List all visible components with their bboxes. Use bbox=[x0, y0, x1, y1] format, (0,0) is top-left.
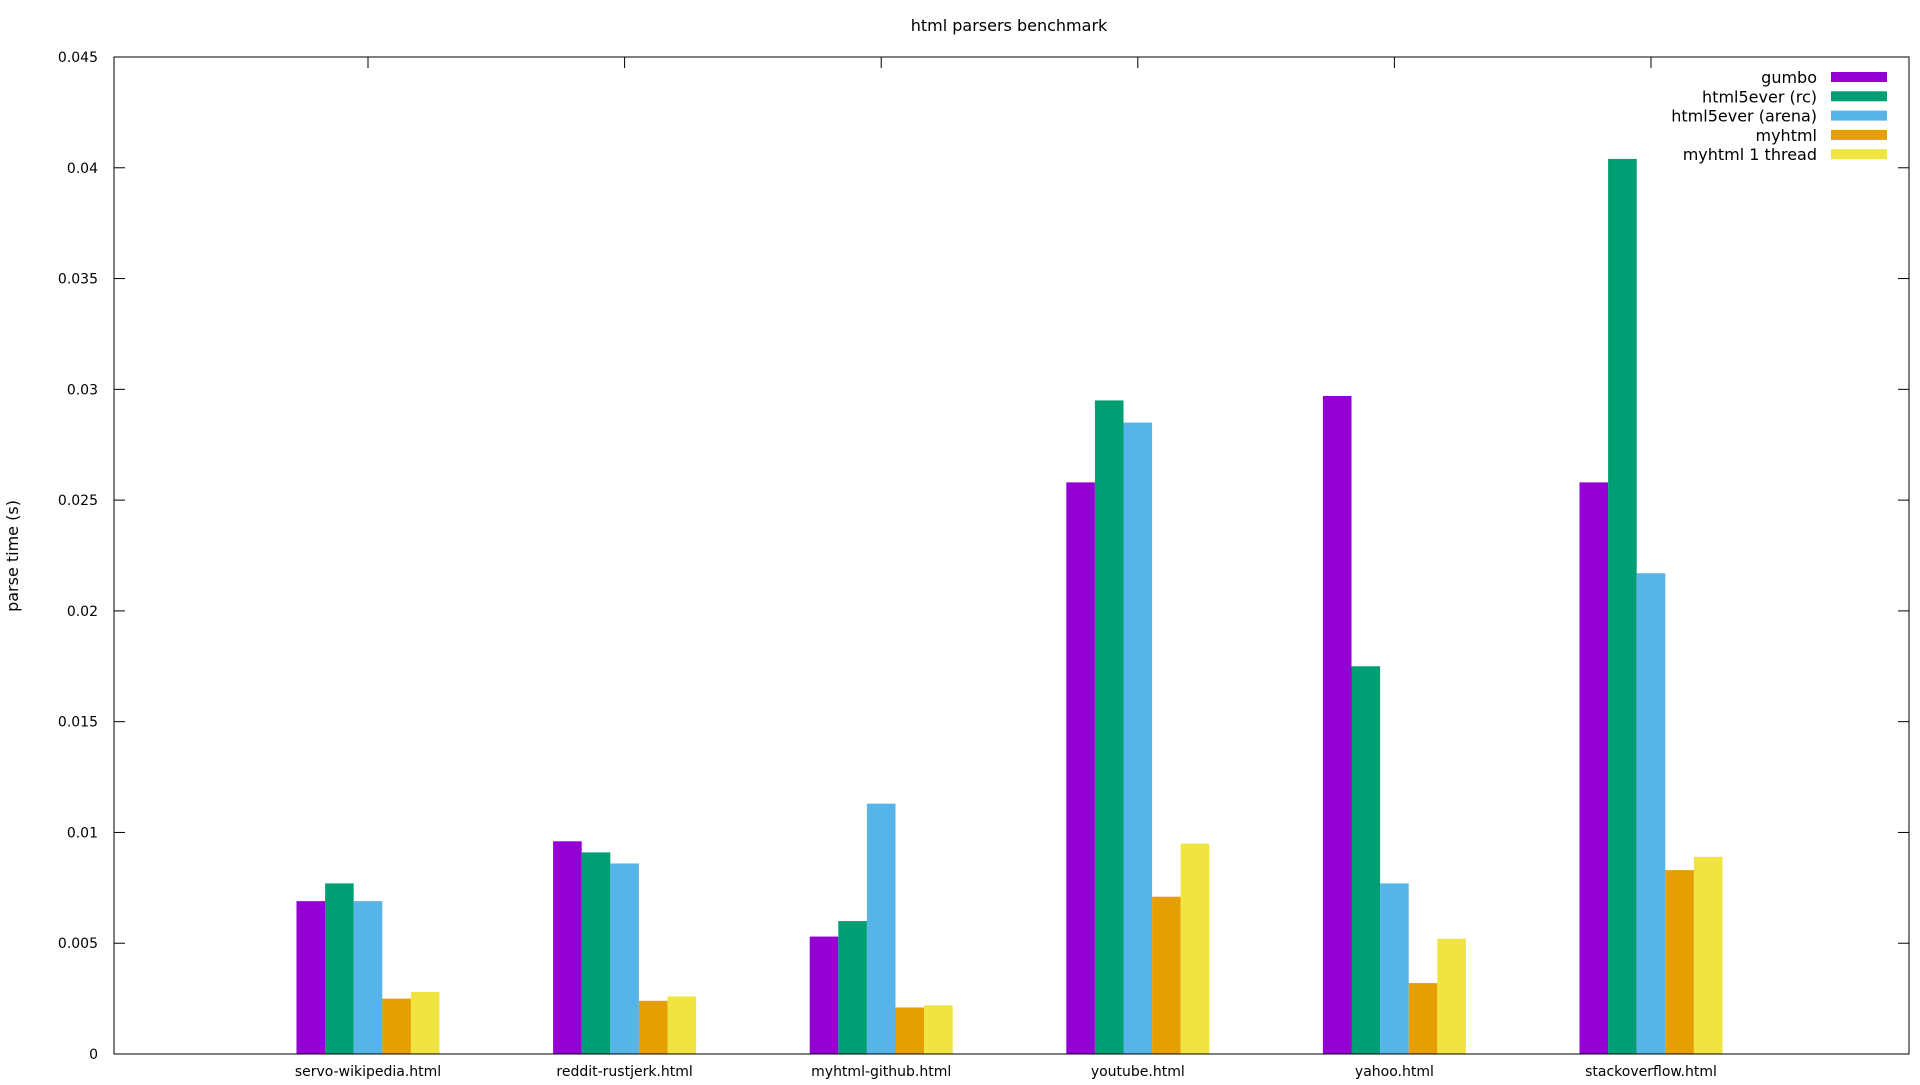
bar-html5ever-arena--4 bbox=[1380, 883, 1409, 1054]
bar-html5ever-rc--1 bbox=[581, 852, 611, 1054]
x-tick-label: yahoo.html bbox=[1355, 1064, 1434, 1080]
legend-label: gumbo bbox=[1761, 68, 1817, 87]
legend-label: html5ever (rc) bbox=[1702, 87, 1817, 106]
legend-label: myhtml bbox=[1756, 126, 1818, 145]
bar-gumbo-0 bbox=[296, 901, 326, 1054]
bar-myhtml-1-thread-1 bbox=[667, 996, 697, 1054]
y-tick-label: 0.03 bbox=[67, 382, 98, 398]
bar-html5ever-rc--2 bbox=[838, 921, 867, 1054]
y-tick-label: 0.02 bbox=[67, 604, 98, 620]
bar-html5ever-rc--4 bbox=[1351, 666, 1381, 1054]
y-tick-label: 0.04 bbox=[67, 161, 98, 177]
y-tick-label: 0.005 bbox=[58, 936, 98, 952]
bar-myhtml-3 bbox=[1152, 896, 1181, 1054]
bar-myhtml-1-thread-3 bbox=[1180, 843, 1210, 1054]
bar-html5ever-rc--0 bbox=[325, 883, 354, 1054]
bar-html5ever-rc--5 bbox=[1608, 158, 1637, 1055]
bar-myhtml-1 bbox=[638, 1000, 668, 1054]
chart-title: html parsers benchmark bbox=[911, 16, 1108, 35]
bar-html5ever-arena--1 bbox=[610, 863, 639, 1054]
x-tick-label: stackoverflow.html bbox=[1585, 1064, 1717, 1080]
bar-myhtml-1-thread-4 bbox=[1437, 938, 1466, 1054]
y-axis-label: parse time (s) bbox=[3, 500, 22, 612]
bar-myhtml-4 bbox=[1408, 983, 1438, 1054]
bar-gumbo-3 bbox=[1066, 482, 1095, 1054]
bar-myhtml-5 bbox=[1665, 870, 1694, 1054]
y-tick-label: 0 bbox=[89, 1047, 98, 1063]
y-tick-label: 0.035 bbox=[58, 272, 98, 288]
legend-swatch bbox=[1831, 72, 1887, 82]
legend-swatch bbox=[1831, 110, 1887, 121]
bar-myhtml-1-thread-0 bbox=[410, 991, 440, 1054]
bar-html5ever-rc--3 bbox=[1094, 400, 1124, 1054]
legend-swatch bbox=[1831, 149, 1887, 160]
x-tick-label: myhtml-github.html bbox=[811, 1064, 951, 1080]
y-tick-label: 0.045 bbox=[58, 50, 98, 66]
bar-myhtml-1-thread-5 bbox=[1693, 856, 1723, 1054]
legend-label: html5ever (arena) bbox=[1671, 107, 1817, 126]
bar-myhtml-2 bbox=[895, 1007, 925, 1054]
y-tick-label: 0.025 bbox=[58, 493, 98, 509]
y-tick-label: 0.01 bbox=[67, 825, 98, 841]
bar-myhtml-0 bbox=[382, 998, 411, 1054]
x-tick-label: servo-wikipedia.html bbox=[295, 1064, 441, 1080]
x-tick-label: youtube.html bbox=[1091, 1064, 1185, 1080]
legend-swatch bbox=[1831, 129, 1887, 140]
bar-html5ever-arena--0 bbox=[353, 901, 383, 1054]
bar-html5ever-arena--5 bbox=[1636, 573, 1666, 1054]
bar-gumbo-1 bbox=[553, 841, 582, 1054]
bar-gumbo-4 bbox=[1322, 395, 1352, 1055]
x-tick-label: reddit-rustjerk.html bbox=[556, 1064, 692, 1080]
plot-frame bbox=[113, 56, 1910, 1055]
y-tick-label: 0.015 bbox=[58, 715, 98, 731]
bar-myhtml-1-thread-2 bbox=[924, 1005, 953, 1054]
bars-group bbox=[296, 158, 1723, 1055]
bar-gumbo-5 bbox=[1579, 482, 1609, 1054]
legend-swatch bbox=[1831, 91, 1887, 102]
bar-html5ever-arena--2 bbox=[866, 803, 896, 1054]
legend-label: myhtml 1 thread bbox=[1683, 145, 1817, 164]
bar-gumbo-2 bbox=[809, 936, 839, 1054]
y-axis-ticks: 0 0.005 0.01 0.015 0.02 0.025 0.03 0.035 0.04 0.0… bbox=[58, 50, 1909, 1063]
bar-html5ever-arena--3 bbox=[1123, 422, 1153, 1055]
x-axis-ticks: servo-wikipedia.html reddit-rustjerk.html… bbox=[295, 57, 1717, 1080]
